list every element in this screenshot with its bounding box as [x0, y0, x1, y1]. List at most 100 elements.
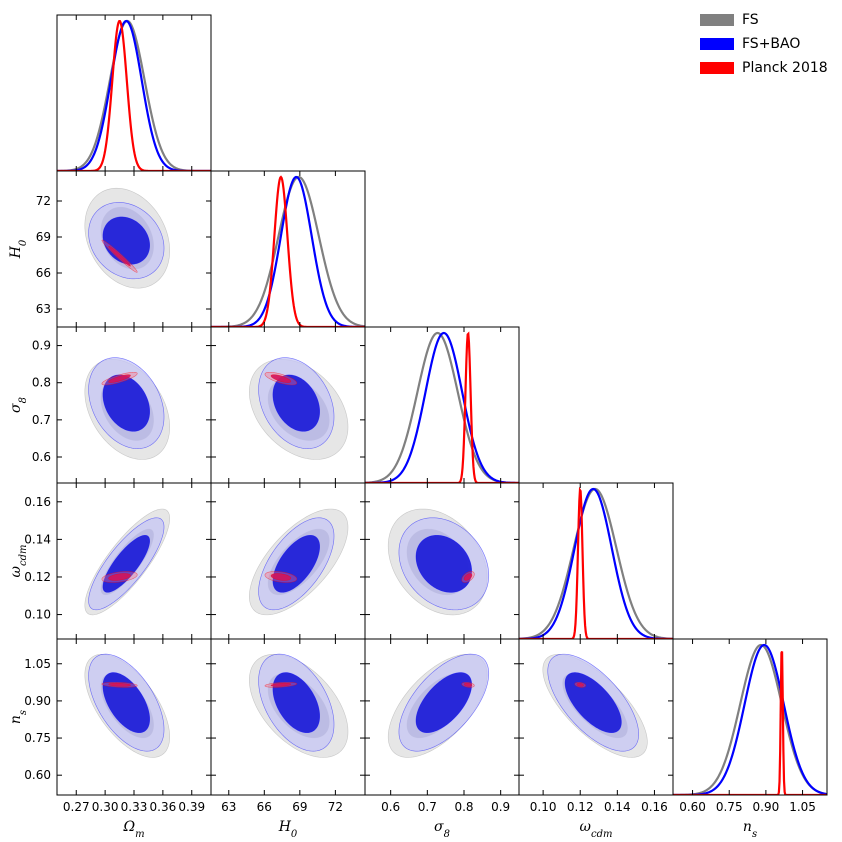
contour-planck-2018-68-4-2 — [463, 682, 473, 687]
x-tick-label-1-3: 72 — [328, 800, 343, 814]
x-axis-label-1: H0 — [278, 819, 298, 840]
panel-3-0 — [56, 482, 212, 640]
legend-item-fs: FS — [700, 8, 828, 32]
y-tick-label-4-1: 0.75 — [24, 731, 51, 745]
x-tick-label-1-1: 66 — [257, 800, 272, 814]
y-tick-label-1-3: 72 — [36, 194, 51, 208]
legend-label-planck: Planck 2018 — [742, 60, 828, 76]
y-axis-label-1: H0 — [8, 239, 29, 259]
y-tick-label-3-1: 0.12 — [24, 570, 51, 584]
y-tick-label-1-1: 66 — [36, 266, 51, 280]
x-axis-label-2: σ8 — [434, 819, 450, 840]
x-tick-label-4-1: 0.75 — [716, 800, 743, 814]
x-tick-label-2-1: 0.7 — [418, 800, 437, 814]
y-axis-label-2: σ8 — [8, 397, 29, 413]
x-tick-label-3-1: 0.12 — [567, 800, 594, 814]
contour-planck-2018-68-1-0 — [108, 245, 131, 267]
panel-3-2 — [364, 482, 520, 640]
contour-fs-bao-68-4-3 — [564, 672, 622, 734]
x-tick-label-2-0: 0.6 — [381, 800, 400, 814]
panel-2-0 — [56, 326, 212, 484]
pdf-fs-3 — [519, 487, 673, 639]
contour-fs-bao-68-4-0 — [102, 672, 151, 734]
x-tick-label-0-2: 0.33 — [121, 800, 148, 814]
contour-fs-bao-68-2-1 — [272, 374, 321, 432]
panel-4-0 — [56, 638, 212, 796]
panel-4-3 — [518, 638, 674, 796]
contour-planck-2018-68-3-0 — [108, 573, 131, 581]
x-tick-label-4-3: 1.05 — [789, 800, 816, 814]
x-tick-label-2-2: 0.8 — [454, 800, 473, 814]
pdf-fs-4 — [673, 643, 827, 795]
panel-3-3 — [518, 482, 674, 640]
panel-frame-2-2 — [364, 326, 520, 484]
y-tick-label-4-2: 0.90 — [24, 694, 51, 708]
x-axis-label-4: ns — [743, 819, 757, 840]
contour-planck-2018-68-4-3 — [576, 682, 584, 687]
panel-frame-4-4 — [672, 638, 828, 796]
contour-fs-bao-68-4-2 — [415, 672, 473, 734]
x-tick-label-0-4: 0.39 — [178, 800, 205, 814]
y-tick-label-3-2: 0.14 — [24, 532, 51, 546]
legend: FS FS+BAO Planck 2018 — [700, 8, 828, 80]
y-tick-label-3-3: 0.16 — [24, 495, 51, 509]
x-tick-label-3-2: 0.14 — [604, 800, 631, 814]
y-tick-label-1-0: 63 — [36, 302, 51, 316]
y-tick-label-2-1: 0.7 — [32, 413, 51, 427]
panel-3-1 — [210, 482, 366, 640]
legend-item-fs-bao: FS+BAO — [700, 32, 828, 56]
x-tick-label-1-0: 63 — [221, 800, 236, 814]
pdf-planck-2018-1 — [211, 175, 365, 327]
y-axis-label-4: ns — [8, 710, 29, 724]
y-tick-label-2-3: 0.9 — [32, 339, 51, 353]
panel-frame-3-3 — [518, 482, 674, 640]
y-tick-label-1-2: 69 — [36, 230, 51, 244]
contour-planck-2018-68-4-0 — [108, 682, 131, 687]
x-tick-label-2-3: 0.9 — [491, 800, 510, 814]
contour-planck-2018-68-3-2 — [463, 573, 473, 581]
contour-planck-2018-68-2-0 — [108, 374, 131, 383]
panel-4-2 — [364, 638, 520, 796]
contour-fs-bao-68-3-2 — [415, 534, 473, 593]
panel-0-0 — [56, 14, 212, 172]
contour-fs-bao-68-4-1 — [272, 672, 321, 734]
legend-label-fs: FS — [742, 12, 759, 28]
x-tick-label-0-3: 0.36 — [150, 800, 177, 814]
y-tick-label-4-3: 1.05 — [24, 657, 51, 671]
pdf-fs-bao-2 — [365, 331, 519, 483]
panel-1-1 — [210, 170, 366, 328]
panel-2-1 — [210, 326, 366, 484]
legend-swatch-planck — [700, 62, 734, 74]
contour-planck-2018-68-3-1 — [270, 573, 292, 581]
legend-item-planck: Planck 2018 — [700, 56, 828, 80]
panel-4-4 — [672, 638, 828, 796]
x-axis-label-0: Ωm — [122, 819, 144, 840]
contour-fs-bao-68-2-0 — [102, 374, 151, 432]
y-tick-label-4-0: 0.60 — [24, 768, 51, 782]
contour-planck-2018-68-4-1 — [270, 682, 292, 687]
x-tick-label-0-1: 0.30 — [92, 800, 119, 814]
y-tick-label-2-0: 0.6 — [32, 450, 51, 464]
pdf-planck-2018-2 — [365, 331, 519, 483]
x-tick-label-1-2: 69 — [292, 800, 307, 814]
x-tick-label-3-0: 0.10 — [530, 800, 557, 814]
x-axis-label-3: ωcdm — [580, 819, 613, 840]
pdf-planck-2018-0 — [57, 20, 211, 171]
pdf-planck-2018-3 — [519, 486, 673, 639]
panel-4-1 — [210, 638, 366, 796]
y-tick-label-2-2: 0.8 — [32, 376, 51, 390]
pdf-fs-2 — [365, 331, 519, 483]
x-tick-label-4-2: 0.90 — [753, 800, 780, 814]
legend-swatch-fs — [700, 14, 734, 26]
legend-swatch-fs-bao — [700, 38, 734, 50]
x-tick-label-4-0: 0.60 — [679, 800, 706, 814]
panel-1-0 — [56, 170, 212, 328]
pdf-fs-bao-3 — [519, 487, 673, 639]
contour-planck-2018-68-2-1 — [270, 374, 292, 383]
panel-2-2 — [364, 326, 520, 484]
legend-label-fs-bao: FS+BAO — [742, 36, 801, 52]
x-tick-label-0-0: 0.27 — [63, 800, 90, 814]
y-tick-label-3-0: 0.10 — [24, 608, 51, 622]
x-tick-label-3-3: 0.16 — [641, 800, 668, 814]
